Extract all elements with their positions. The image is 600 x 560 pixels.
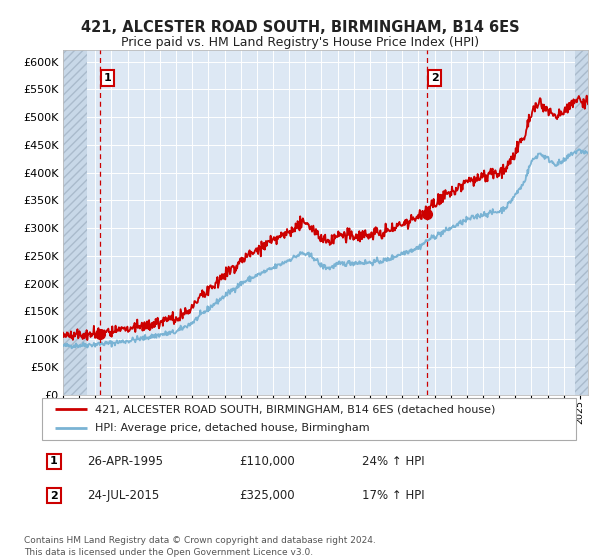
Bar [63,50,87,395]
Text: 421, ALCESTER ROAD SOUTH, BIRMINGHAM, B14 6ES (detached house): 421, ALCESTER ROAD SOUTH, BIRMINGHAM, B1… [95,404,496,414]
Text: 421, ALCESTER ROAD SOUTH, BIRMINGHAM, B14 6ES: 421, ALCESTER ROAD SOUTH, BIRMINGHAM, B1… [80,20,520,35]
Text: 24-JUL-2015: 24-JUL-2015 [88,489,160,502]
Text: £110,000: £110,000 [239,455,295,468]
Text: 2: 2 [50,491,58,501]
Text: Price paid vs. HM Land Registry's House Price Index (HPI): Price paid vs. HM Land Registry's House … [121,36,479,49]
Text: £325,000: £325,000 [239,489,295,502]
Text: 2: 2 [431,73,439,83]
Text: HPI: Average price, detached house, Birmingham: HPI: Average price, detached house, Birm… [95,423,370,433]
Text: 17% ↑ HPI: 17% ↑ HPI [362,489,425,502]
Text: 24% ↑ HPI: 24% ↑ HPI [362,455,425,468]
FancyBboxPatch shape [42,398,576,440]
Bar [575,50,588,395]
Text: Contains HM Land Registry data © Crown copyright and database right 2024.
This d: Contains HM Land Registry data © Crown c… [24,536,376,557]
Text: 1: 1 [104,73,112,83]
Text: 1: 1 [50,456,58,466]
Text: 26-APR-1995: 26-APR-1995 [88,455,163,468]
